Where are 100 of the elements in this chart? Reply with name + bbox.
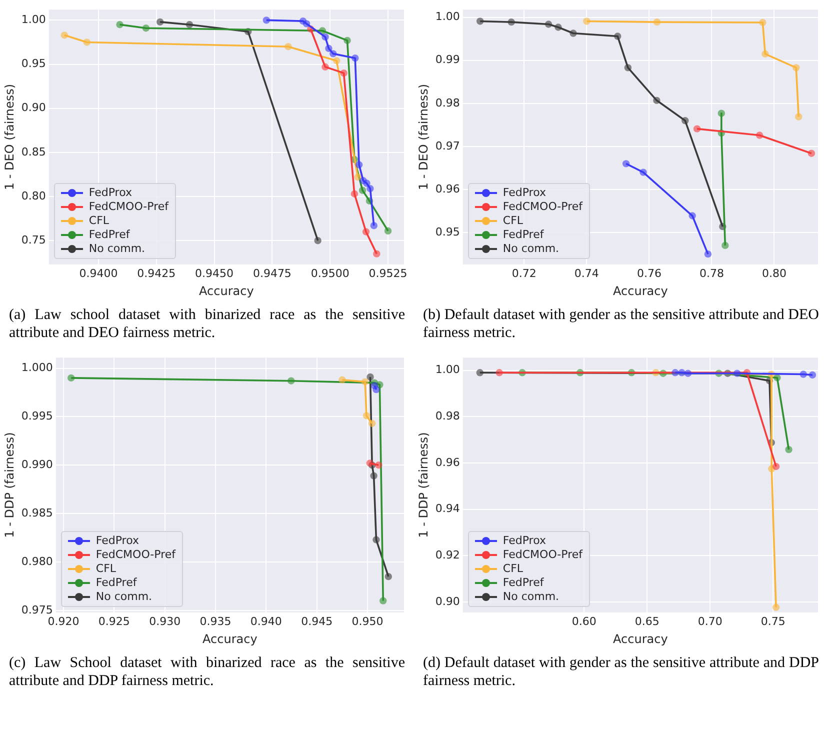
legend-label: No comm.: [88, 242, 146, 256]
point: [640, 168, 647, 176]
point: [366, 184, 374, 192]
point: [653, 96, 660, 104]
point: [808, 150, 816, 157]
point: [622, 160, 630, 168]
point: [672, 369, 679, 376]
point: [370, 472, 378, 480]
point: [288, 377, 295, 384]
point: [186, 20, 194, 28]
point: [372, 536, 380, 544]
point: [496, 369, 503, 376]
legend-label: FedCMOO-Pref: [96, 548, 176, 562]
point: [682, 117, 689, 124]
point: [142, 24, 150, 32]
point: [756, 132, 764, 139]
y-tick-label: 1.00: [21, 13, 46, 26]
point: [368, 420, 376, 428]
x-axis-title: Accuracy: [613, 284, 668, 298]
point: [508, 18, 515, 26]
point: [795, 113, 802, 120]
y-tick-label: 0.98: [435, 410, 460, 423]
y-tick-label: 0.94: [435, 502, 460, 516]
point: [67, 374, 75, 382]
point: [366, 373, 374, 381]
legend-label: FedCMOO-Pref: [502, 200, 582, 214]
x-tick-label: 0.935: [200, 614, 232, 628]
point: [704, 250, 712, 258]
point: [332, 57, 340, 64]
y-tick-label: 0.990: [21, 458, 53, 471]
y-tick-label: 0.90: [21, 101, 46, 114]
point: [792, 64, 800, 72]
x-tick-label: 0.75: [760, 614, 786, 628]
y-tick-label: 0.80: [21, 189, 46, 202]
point: [350, 190, 358, 198]
point: [330, 50, 337, 58]
text: (b) Default dataset with gender as the sensitive attribute and DEO fairness metric.: [423, 306, 819, 342]
x-tick-label: 0.930: [149, 614, 181, 628]
point: [338, 376, 346, 384]
y-tick-label: 0.85: [21, 145, 46, 158]
x-tick-label: 0.920: [48, 614, 80, 628]
legend-label: No comm.: [502, 590, 560, 604]
point: [375, 462, 382, 469]
legend-label: CFL: [96, 562, 116, 576]
y-tick-label: 0.75: [21, 233, 46, 246]
point: [762, 50, 769, 58]
legend-label: FedCMOO-Pref: [88, 200, 168, 214]
point: [60, 32, 68, 39]
point: [262, 16, 270, 24]
y-tick-label: 0.98: [435, 96, 460, 110]
point: [344, 36, 351, 44]
point: [544, 20, 552, 28]
point: [583, 18, 590, 25]
x-tick-label: 0.70: [698, 614, 722, 628]
point: [774, 374, 781, 382]
point: [322, 63, 329, 71]
point: [570, 30, 577, 37]
point: [302, 20, 310, 28]
text: (a) Law school dataset with binarized race as the sensitive attribute and DEO fairness metric.: [9, 306, 405, 342]
x-tick-label: 0.72: [512, 266, 536, 280]
point: [355, 161, 363, 168]
point: [156, 18, 164, 26]
point: [314, 236, 322, 244]
legend-label: FedPref: [502, 576, 544, 590]
legend-label: No comm.: [96, 590, 152, 604]
point: [284, 43, 292, 50]
text: (d) Default dataset with gender as the sensitive attribute and DDP fairness metric.: [423, 654, 819, 690]
point: [772, 604, 780, 611]
point: [554, 24, 562, 31]
y-tick-label: 1.000: [21, 361, 53, 374]
y-axis-title: 1 - DEO (fairness): [2, 84, 16, 190]
point: [722, 242, 729, 250]
point: [370, 222, 378, 230]
point: [354, 174, 362, 181]
y-tick-label: 0.985: [21, 506, 53, 520]
x-axis-title: Accuracy: [202, 632, 258, 646]
point: [759, 18, 766, 26]
x-tick-label: 0.9450: [195, 266, 234, 280]
point: [384, 227, 392, 234]
point: [476, 369, 484, 376]
y-tick-label: 0.995: [21, 410, 53, 423]
x-tick-label: 0.945: [301, 614, 333, 628]
point: [624, 64, 632, 72]
x-axis-title: Accuracy: [613, 632, 668, 646]
y-tick-label: 0.97: [435, 139, 460, 152]
point: [678, 369, 686, 376]
y-tick-label: 0.96: [435, 456, 460, 469]
x-tick-label: 0.950: [352, 614, 384, 628]
y-axis-title: 1 - DEO (fairness): [416, 84, 430, 190]
y-tick-label: 0.90: [435, 594, 460, 608]
legend-label: FedPref: [96, 576, 137, 590]
point: [772, 462, 780, 470]
x-tick-label: 0.9475: [252, 266, 292, 280]
legend-label: FedCMOO-Pref: [502, 548, 582, 562]
x-tick-label: 0.74: [574, 266, 599, 280]
point: [362, 228, 370, 236]
legend-label: CFL: [502, 562, 524, 576]
x-tick-label: 0.65: [634, 614, 660, 628]
x-tick-label: 0.925: [98, 614, 130, 628]
point: [693, 125, 701, 132]
